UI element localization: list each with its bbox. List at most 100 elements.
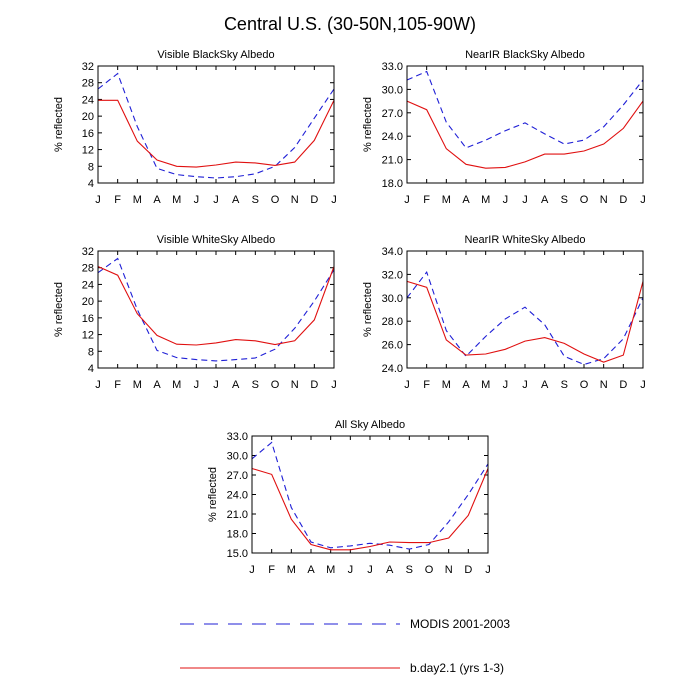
y-tick-label: 28.0 [382,316,403,328]
x-tick-label: A [153,194,161,206]
x-tick-label: J [331,194,337,206]
x-tick-label: J [503,194,509,206]
x-tick-label: D [310,194,318,206]
y-tick-label: 30.0 [382,84,403,96]
panel-2: NearIR BlackSky Albedo % reflected 18.0 21.… [362,49,646,206]
x-tick-label: J [194,194,200,206]
y-tick-label: 24.0 [227,490,248,502]
x-tick-label: J [404,379,410,391]
y-tick-label: 21.0 [227,509,248,521]
y-tick-label: 8 [88,161,94,173]
series-line-model [251,467,489,551]
x-tick-label: J [640,194,646,206]
y-tick-label: 32 [82,61,94,73]
x-tick-label: M [442,379,451,391]
x-tick-label: F [268,564,275,576]
x-tick-label: J [213,194,219,206]
x-tick-label: M [172,379,181,391]
y-tick-label: 16 [82,313,94,325]
y-tick-label: 24.0 [382,363,403,375]
x-tick-label: N [291,379,299,391]
plot-frame [406,250,644,369]
x-tick-label: F [423,194,430,206]
x-tick-label: A [462,194,470,206]
x-tick-label: F [423,379,430,391]
x-tick-label: A [307,564,315,576]
y-tick-label: 12 [82,330,94,342]
y-tick-label: 30.0 [382,293,403,305]
y-tick-label: 32 [82,246,94,258]
x-tick-label: M [481,379,490,391]
panel-title: NearIR WhiteSky Albedo [464,234,585,246]
y-tick-label: 27.0 [382,108,403,120]
y-tick-label: 18.0 [382,178,403,190]
x-tick-label: N [600,379,608,391]
x-tick-label: J [249,564,255,576]
x-tick-label: J [404,194,410,206]
series-line-model [406,100,644,169]
y-tick-label: 20 [82,111,94,123]
x-tick-label: J [367,564,373,576]
series-line-model [97,265,335,346]
x-tick-label: M [442,194,451,206]
y-tick-label: 24 [82,94,94,106]
legend-item-modis: MODIS 2001-2003 [180,617,510,631]
x-tick-label: J [485,564,491,576]
series-line-modis [97,257,335,362]
x-tick-label: A [541,379,549,391]
panel-title: All Sky Albedo [335,419,405,431]
x-tick-label: M [172,194,181,206]
x-tick-label: O [425,564,434,576]
plot-frame [251,435,489,554]
y-axis-label: % reflected [53,97,65,152]
x-tick-label: S [406,564,413,576]
x-tick-label: O [580,379,589,391]
x-tick-label: A [232,379,240,391]
y-tick-label: 34.0 [382,246,403,258]
y-tick-label: 4 [88,178,94,190]
legend-label-modis: MODIS 2001-2003 [410,617,510,631]
panel-3: Visible WhiteSky Albedo % reflected 4 8 12 16… [53,234,337,391]
x-tick-label: J [522,194,528,206]
x-tick-label: J [95,379,101,391]
series-line-model [406,280,644,363]
y-axis-label: % reflected [362,282,374,337]
panel-5: All Sky Albedo % reflected 15.0 18.0 21.0 24.… [207,419,491,576]
x-tick-label: J [640,379,646,391]
panel-4: NearIR WhiteSky Albedo % reflected 24.0 26.… [362,234,646,391]
x-tick-label: J [194,379,200,391]
plot-frame [406,65,644,184]
y-tick-label: 28 [82,78,94,90]
x-tick-label: O [271,194,280,206]
y-tick-label: 21.0 [382,155,403,167]
x-tick-label: A [541,194,549,206]
x-tick-label: D [310,379,318,391]
y-tick-label: 30.0 [227,451,248,463]
x-tick-label: F [114,194,121,206]
y-tick-label: 20 [82,296,94,308]
x-tick-label: J [95,194,101,206]
panels: Visible BlackSky Albedo % reflected 4 8 12 16… [53,49,646,576]
x-tick-label: S [561,379,568,391]
panel-title: Visible WhiteSky Albedo [157,234,275,246]
y-tick-label: 26.0 [382,340,403,352]
y-tick-label: 15.0 [227,548,248,560]
x-tick-label: N [445,564,453,576]
series-line-modis [251,441,489,550]
x-tick-label: A [462,379,470,391]
figure-title: Central U.S. (30-50N,105-90W) [224,14,476,34]
x-tick-label: J [331,379,337,391]
x-tick-label: S [561,194,568,206]
x-tick-label: N [600,194,608,206]
y-tick-label: 33.0 [227,431,248,443]
y-tick-label: 33.0 [382,61,403,73]
x-tick-label: S [252,194,259,206]
x-tick-label: D [464,564,472,576]
plot-frame [97,250,335,369]
y-tick-label: 4 [88,363,94,375]
x-tick-label: J [503,379,509,391]
panel-1: Visible BlackSky Albedo % reflected 4 8 12 16… [53,49,337,206]
y-tick-label: 18.0 [227,529,248,541]
panel-title: NearIR BlackSky Albedo [465,49,585,61]
